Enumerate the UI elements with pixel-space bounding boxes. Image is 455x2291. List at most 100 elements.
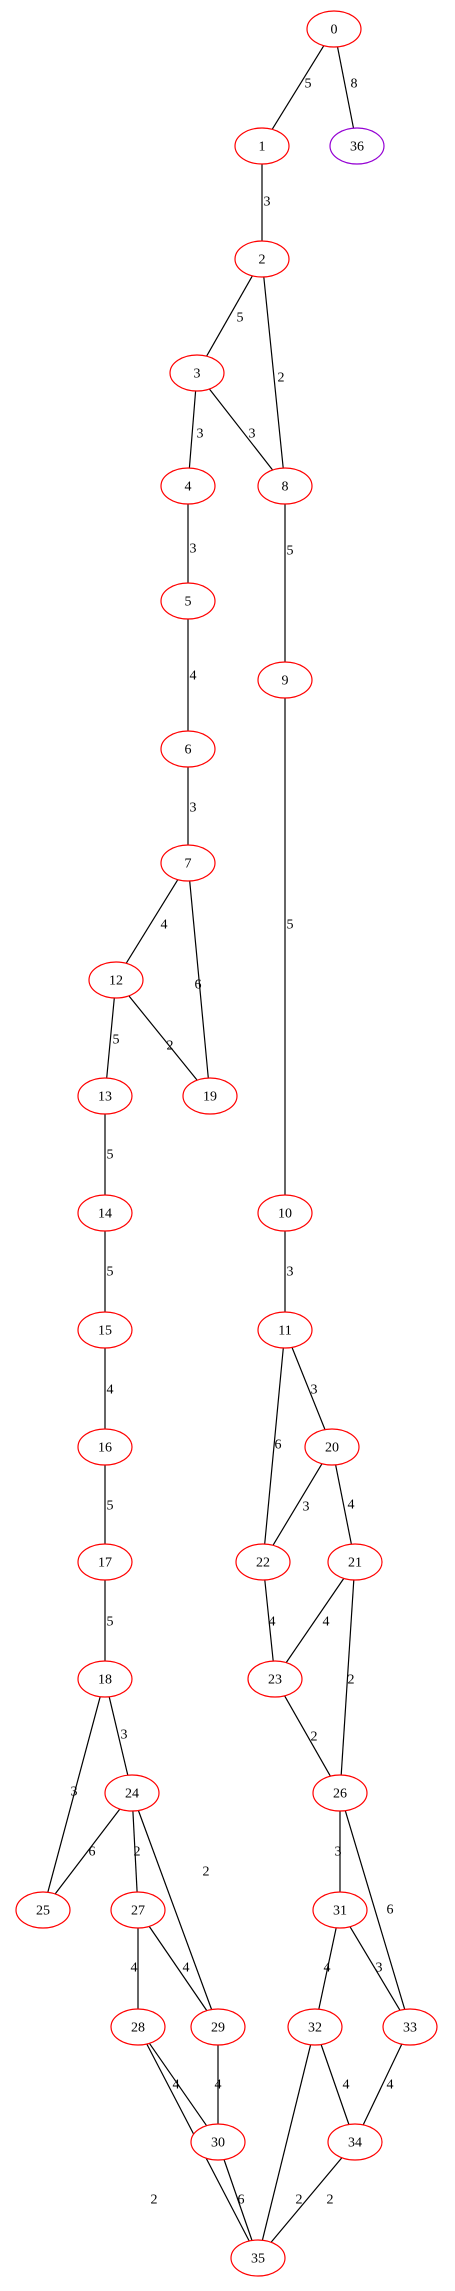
node-ellipse-3[interactable] <box>169 354 225 392</box>
node-36[interactable]: 36 <box>329 127 385 165</box>
node-ellipse-29[interactable] <box>190 2008 246 2046</box>
edge-27-29 <box>148 1926 208 2011</box>
node-5[interactable]: 5 <box>160 582 216 620</box>
node-26[interactable]: 26 <box>312 1774 368 1812</box>
edge-31-33 <box>349 1926 401 2011</box>
node-29[interactable]: 29 <box>190 2008 246 2046</box>
node-label-18: 18 <box>98 1673 112 1688</box>
node-ellipse-20[interactable] <box>304 1428 360 1466</box>
node-ellipse-19[interactable] <box>182 1077 238 1115</box>
node-33[interactable]: 33 <box>382 2008 438 2046</box>
node-ellipse-2[interactable] <box>234 240 290 278</box>
node-ellipse-15[interactable] <box>77 1311 133 1349</box>
node-14[interactable]: 14 <box>77 1194 133 1232</box>
node-ellipse-10[interactable] <box>257 1194 313 1232</box>
node-31[interactable]: 31 <box>312 1891 368 1929</box>
node-28[interactable]: 28 <box>110 2008 166 2046</box>
node-12[interactable]: 12 <box>88 961 144 999</box>
edge-weight-label-27-28: 4 <box>131 1961 138 1976</box>
edge-weight-label-16-17: 5 <box>107 1499 114 1514</box>
edge-weight-label-13-14: 5 <box>107 1148 114 1163</box>
node-ellipse-23[interactable] <box>247 1660 303 1698</box>
node-15[interactable]: 15 <box>77 1311 133 1349</box>
node-ellipse-17[interactable] <box>77 1543 133 1581</box>
node-13[interactable]: 13 <box>77 1077 133 1115</box>
node-6[interactable]: 6 <box>160 730 216 768</box>
node-2[interactable]: 2 <box>234 240 290 278</box>
edge-11-20 <box>291 1347 326 1430</box>
node-ellipse-13[interactable] <box>77 1077 133 1115</box>
edge-7-12 <box>125 879 179 964</box>
node-ellipse-11[interactable] <box>257 1311 313 1349</box>
node-16[interactable]: 16 <box>77 1428 133 1466</box>
node-ellipse-30[interactable] <box>190 2123 246 2161</box>
node-34[interactable]: 34 <box>327 2123 383 2161</box>
node-23[interactable]: 23 <box>247 1660 303 1698</box>
nodes-layer: 0123456789101112131415161718192021222324… <box>15 10 438 2277</box>
node-ellipse-24[interactable] <box>104 1774 160 1812</box>
node-label-29: 29 <box>211 2021 225 2036</box>
node-ellipse-33[interactable] <box>382 2008 438 2046</box>
node-ellipse-35[interactable] <box>230 2239 286 2277</box>
node-ellipse-12[interactable] <box>88 961 144 999</box>
edge-32-35 <box>261 2044 312 2241</box>
node-ellipse-0[interactable] <box>306 10 362 48</box>
node-ellipse-21[interactable] <box>327 1543 383 1581</box>
node-ellipse-8[interactable] <box>257 467 313 505</box>
node-30[interactable]: 30 <box>190 2123 246 2161</box>
node-ellipse-34[interactable] <box>327 2123 383 2161</box>
node-8[interactable]: 8 <box>257 467 313 505</box>
node-ellipse-32[interactable] <box>287 2008 343 2046</box>
node-17[interactable]: 17 <box>77 1543 133 1581</box>
edge-weight-label-27-29: 4 <box>183 1961 190 1976</box>
edge-3-4 <box>188 390 197 469</box>
node-22[interactable]: 22 <box>235 1543 291 1581</box>
edge-21-26 <box>340 1579 355 1776</box>
node-ellipse-26[interactable] <box>312 1774 368 1812</box>
edge-12-13 <box>106 997 115 1079</box>
edge-0-1 <box>271 45 325 130</box>
node-ellipse-6[interactable] <box>160 730 216 768</box>
node-ellipse-16[interactable] <box>77 1428 133 1466</box>
node-20[interactable]: 20 <box>304 1428 360 1466</box>
edge-weight-label-2-8: 2 <box>278 371 285 386</box>
edge-weight-label-3-4: 3 <box>197 427 204 442</box>
node-label-2: 2 <box>259 253 266 268</box>
node-10[interactable]: 10 <box>257 1194 313 1232</box>
node-ellipse-4[interactable] <box>160 467 216 505</box>
node-1[interactable]: 1 <box>234 127 290 165</box>
node-25[interactable]: 25 <box>15 1891 71 1929</box>
node-ellipse-14[interactable] <box>77 1194 133 1232</box>
node-ellipse-22[interactable] <box>235 1543 291 1581</box>
node-35[interactable]: 35 <box>230 2239 286 2277</box>
node-ellipse-7[interactable] <box>160 844 216 882</box>
node-4[interactable]: 4 <box>160 467 216 505</box>
node-32[interactable]: 32 <box>287 2008 343 2046</box>
node-label-28: 28 <box>131 2021 145 2036</box>
node-ellipse-27[interactable] <box>110 1891 166 1929</box>
node-ellipse-18[interactable] <box>77 1660 133 1698</box>
node-24[interactable]: 24 <box>104 1774 160 1812</box>
node-18[interactable]: 18 <box>77 1660 133 1698</box>
node-ellipse-9[interactable] <box>257 661 313 699</box>
node-11[interactable]: 11 <box>257 1311 313 1349</box>
edge-weight-label-22-23: 4 <box>269 1615 276 1630</box>
node-ellipse-31[interactable] <box>312 1891 368 1929</box>
edge-30-35 <box>223 2159 253 2241</box>
node-ellipse-25[interactable] <box>15 1891 71 1929</box>
edge-weight-label-24-27: 2 <box>134 1845 141 1860</box>
node-9[interactable]: 9 <box>257 661 313 699</box>
node-ellipse-1[interactable] <box>234 127 290 165</box>
edge-weight-label-10-11: 3 <box>287 1265 294 1280</box>
node-7[interactable]: 7 <box>160 844 216 882</box>
node-27[interactable]: 27 <box>110 1891 166 1929</box>
node-3[interactable]: 3 <box>169 354 225 392</box>
edge-weight-label-30-35: 6 <box>238 2193 245 2208</box>
node-21[interactable]: 21 <box>327 1543 383 1581</box>
node-ellipse-5[interactable] <box>160 582 216 620</box>
node-ellipse-36[interactable] <box>329 127 385 165</box>
node-19[interactable]: 19 <box>182 1077 238 1115</box>
node-ellipse-28[interactable] <box>110 2008 166 2046</box>
node-0[interactable]: 0 <box>306 10 362 48</box>
